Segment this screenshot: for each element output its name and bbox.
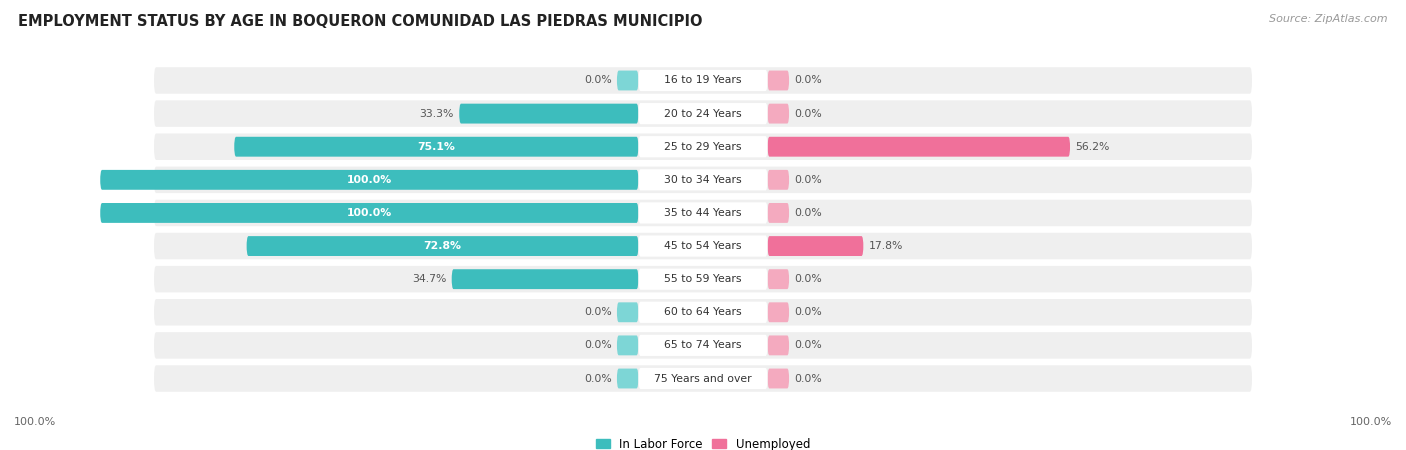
FancyBboxPatch shape xyxy=(768,71,789,90)
FancyBboxPatch shape xyxy=(155,166,1251,193)
FancyBboxPatch shape xyxy=(768,369,789,388)
Text: 0.0%: 0.0% xyxy=(583,374,612,383)
Text: 100.0%: 100.0% xyxy=(14,417,56,427)
FancyBboxPatch shape xyxy=(638,335,768,356)
FancyBboxPatch shape xyxy=(617,369,638,388)
Text: 0.0%: 0.0% xyxy=(583,340,612,351)
FancyBboxPatch shape xyxy=(617,335,638,356)
FancyBboxPatch shape xyxy=(100,170,638,190)
FancyBboxPatch shape xyxy=(155,200,1251,226)
Text: 0.0%: 0.0% xyxy=(583,307,612,317)
FancyBboxPatch shape xyxy=(638,103,768,124)
Text: 0.0%: 0.0% xyxy=(794,340,823,351)
Text: 0.0%: 0.0% xyxy=(794,108,823,119)
FancyBboxPatch shape xyxy=(768,137,1070,157)
Text: 100.0%: 100.0% xyxy=(347,175,392,185)
Text: 0.0%: 0.0% xyxy=(794,208,823,218)
Text: 75.1%: 75.1% xyxy=(418,142,456,152)
FancyBboxPatch shape xyxy=(638,136,768,158)
Text: 45 to 54 Years: 45 to 54 Years xyxy=(664,241,742,251)
Text: 60 to 64 Years: 60 to 64 Years xyxy=(664,307,742,317)
Text: 65 to 74 Years: 65 to 74 Years xyxy=(664,340,742,351)
FancyBboxPatch shape xyxy=(768,104,789,124)
FancyBboxPatch shape xyxy=(638,70,768,91)
FancyBboxPatch shape xyxy=(460,104,638,124)
FancyBboxPatch shape xyxy=(451,269,638,289)
Legend: In Labor Force, Unemployed: In Labor Force, Unemployed xyxy=(591,433,815,450)
FancyBboxPatch shape xyxy=(155,365,1251,392)
FancyBboxPatch shape xyxy=(617,71,638,90)
Text: 72.8%: 72.8% xyxy=(423,241,461,251)
FancyBboxPatch shape xyxy=(638,269,768,290)
FancyBboxPatch shape xyxy=(768,170,789,190)
Text: 16 to 19 Years: 16 to 19 Years xyxy=(664,76,742,86)
Text: 17.8%: 17.8% xyxy=(869,241,903,251)
FancyBboxPatch shape xyxy=(155,332,1251,359)
Text: 0.0%: 0.0% xyxy=(794,374,823,383)
FancyBboxPatch shape xyxy=(617,302,638,322)
Text: 55 to 59 Years: 55 to 59 Years xyxy=(664,274,742,284)
Text: 34.7%: 34.7% xyxy=(412,274,446,284)
FancyBboxPatch shape xyxy=(768,236,863,256)
FancyBboxPatch shape xyxy=(638,235,768,256)
FancyBboxPatch shape xyxy=(155,266,1251,292)
FancyBboxPatch shape xyxy=(155,233,1251,259)
Text: 20 to 24 Years: 20 to 24 Years xyxy=(664,108,742,119)
FancyBboxPatch shape xyxy=(155,134,1251,160)
Text: 33.3%: 33.3% xyxy=(419,108,454,119)
FancyBboxPatch shape xyxy=(100,203,638,223)
Text: 0.0%: 0.0% xyxy=(794,76,823,86)
FancyBboxPatch shape xyxy=(246,236,638,256)
Text: 0.0%: 0.0% xyxy=(794,274,823,284)
Text: 100.0%: 100.0% xyxy=(1350,417,1392,427)
Text: 100.0%: 100.0% xyxy=(347,208,392,218)
Text: 0.0%: 0.0% xyxy=(794,175,823,185)
Text: Source: ZipAtlas.com: Source: ZipAtlas.com xyxy=(1270,14,1388,23)
FancyBboxPatch shape xyxy=(155,299,1251,325)
Text: 25 to 29 Years: 25 to 29 Years xyxy=(664,142,742,152)
Text: EMPLOYMENT STATUS BY AGE IN BOQUERON COMUNIDAD LAS PIEDRAS MUNICIPIO: EMPLOYMENT STATUS BY AGE IN BOQUERON COM… xyxy=(18,14,703,28)
FancyBboxPatch shape xyxy=(768,203,789,223)
FancyBboxPatch shape xyxy=(638,368,768,389)
FancyBboxPatch shape xyxy=(638,302,768,323)
FancyBboxPatch shape xyxy=(638,169,768,190)
FancyBboxPatch shape xyxy=(638,202,768,224)
FancyBboxPatch shape xyxy=(768,335,789,356)
Text: 56.2%: 56.2% xyxy=(1076,142,1109,152)
FancyBboxPatch shape xyxy=(155,67,1251,94)
Text: 35 to 44 Years: 35 to 44 Years xyxy=(664,208,742,218)
Text: 75 Years and over: 75 Years and over xyxy=(654,374,752,383)
FancyBboxPatch shape xyxy=(768,302,789,322)
Text: 0.0%: 0.0% xyxy=(583,76,612,86)
FancyBboxPatch shape xyxy=(235,137,638,157)
FancyBboxPatch shape xyxy=(768,269,789,289)
Text: 30 to 34 Years: 30 to 34 Years xyxy=(664,175,742,185)
Text: 0.0%: 0.0% xyxy=(794,307,823,317)
FancyBboxPatch shape xyxy=(155,100,1251,127)
